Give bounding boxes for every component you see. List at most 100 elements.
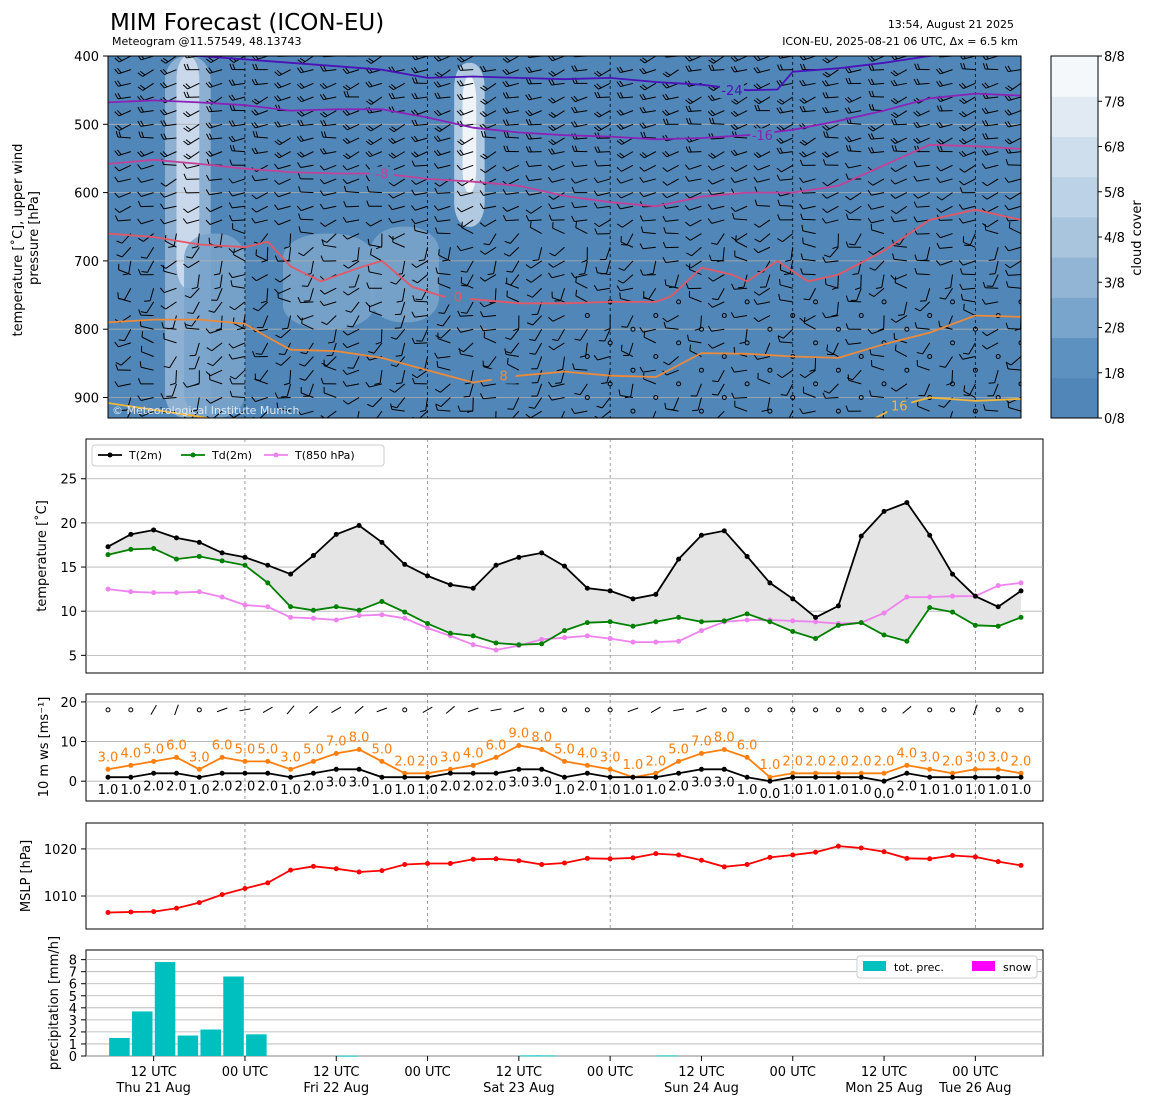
data-point (1019, 863, 1024, 868)
wind-barb (390, 50, 405, 56)
data-point (151, 909, 156, 914)
data-point (904, 771, 909, 776)
data-point (653, 619, 658, 624)
temperature-legend: T(2m)Td(2m)T(850 hPa) (92, 445, 384, 466)
legend-label: Td(2m) (211, 449, 252, 462)
data-label: 3.0 (189, 750, 210, 765)
wind-barb-feather (598, 50, 600, 56)
data-point (927, 533, 932, 538)
data-point (790, 618, 795, 623)
data-point (106, 910, 111, 915)
wind-barb (92, 247, 108, 254)
data-point (265, 771, 270, 776)
data-point (950, 610, 955, 615)
data-point (128, 589, 133, 594)
data-label: 3.0 (440, 750, 461, 765)
data-point (745, 755, 750, 760)
wind-barb-feather (302, 318, 303, 324)
wind-barb-feather (620, 293, 621, 299)
wind-barb-staff (104, 288, 108, 300)
data-point (494, 771, 499, 776)
data-point (106, 552, 111, 557)
data-label: 1.0 (189, 783, 210, 798)
wind-barb-staff (666, 233, 679, 234)
precipitation-bar (337, 1056, 358, 1057)
isotherm-label: -16 (752, 129, 773, 144)
data-point (151, 771, 156, 776)
wind10m-ylabel: 10 m ws [ms⁻¹] (37, 697, 52, 798)
data-point (174, 755, 179, 760)
data-point (653, 851, 658, 856)
data-point (242, 603, 247, 608)
data-label: 3.0 (714, 775, 735, 790)
data-label: 3.0 (509, 775, 530, 790)
data-label: 1.0 (623, 758, 644, 773)
data-point (334, 604, 339, 609)
data-point (242, 563, 247, 568)
legend-marker (274, 453, 279, 458)
wind-barb-staff (97, 316, 108, 323)
wind-barb (92, 109, 108, 115)
wind-barb-staff (597, 152, 610, 153)
colorbar-tick-label: 3/8 (1104, 276, 1125, 291)
wind-barb-feather (914, 51, 916, 57)
data-point (425, 775, 430, 780)
time-tick-label: 00 UTC (952, 1065, 998, 1080)
data-point (494, 640, 499, 645)
data-point (653, 640, 658, 645)
wind-barb-feather (481, 50, 483, 56)
data-point (973, 594, 978, 599)
data-point (608, 619, 613, 624)
wind-barb-feather (92, 178, 96, 183)
wind-barb-feather (964, 395, 970, 396)
colorbar-segment (1051, 56, 1098, 97)
data-point (813, 775, 818, 780)
wind-barb (92, 302, 108, 307)
legend-label: tot. prec. (894, 961, 944, 974)
data-point (676, 759, 681, 764)
data-point (494, 755, 499, 760)
data-label: 5.0 (303, 742, 324, 757)
data-point (242, 771, 247, 776)
data-point (220, 892, 225, 897)
wind-barb-feather (351, 424, 357, 425)
wind-barb-staff (894, 151, 907, 152)
wind-barb (96, 346, 108, 357)
wind-barb-staff (278, 398, 291, 399)
data-point (516, 555, 521, 560)
wind-barb-staff (848, 151, 861, 152)
data-point (813, 619, 818, 624)
data-point (996, 767, 1001, 772)
data-point (471, 642, 476, 647)
wind-barb-feather (278, 51, 280, 57)
wind-barb-staff (952, 370, 953, 383)
wind-barb-feather (96, 272, 102, 273)
time-tick-sublabel: Tue 26 Aug (938, 1081, 1011, 1096)
data-label: 1.0 (851, 783, 872, 798)
data-label: 6.0 (166, 738, 187, 753)
data-point (722, 767, 727, 772)
data-point (220, 755, 225, 760)
data-point (448, 771, 453, 776)
data-point (904, 639, 909, 644)
data-label: 4.0 (463, 746, 484, 761)
data-point (699, 858, 704, 863)
wind-barb-feather (416, 299, 422, 300)
data-point (859, 845, 864, 850)
wind-barb-staff (300, 302, 313, 303)
data-point (311, 864, 316, 869)
data-point (516, 642, 521, 647)
data-point (996, 604, 1001, 609)
data-point (699, 767, 704, 772)
time-tick-sublabel: Sun 24 Aug (664, 1081, 739, 1096)
wind-barb-feather (92, 67, 95, 72)
data-point (197, 767, 202, 772)
wind-barb-feather (848, 374, 849, 380)
model-info: ICON-EU, 2025-08-21 06 UTC, Δx = 6.5 km (782, 35, 1018, 48)
colorbar-segment (1051, 217, 1098, 258)
data-label: 1.0 (394, 783, 415, 798)
data-label: 0.0 (760, 787, 781, 802)
